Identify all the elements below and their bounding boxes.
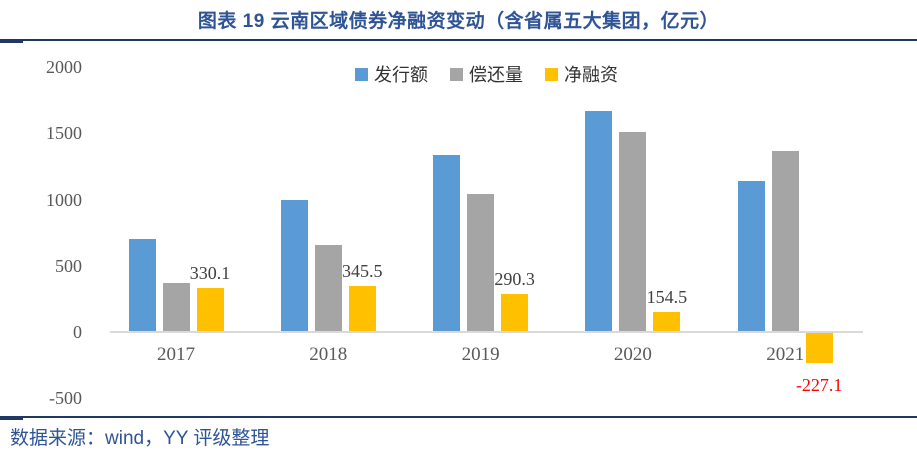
legend-swatch-net-financing xyxy=(545,67,558,81)
y-axis-tick-label: 0 xyxy=(73,322,82,342)
footer-divider-line xyxy=(0,416,917,418)
bar-repayment-2020 xyxy=(619,131,647,332)
bar-net-financing-2019 xyxy=(501,293,529,332)
legend-item-issuance: 发行额 xyxy=(355,61,428,87)
x-axis-label-2017: 2017 xyxy=(157,344,195,365)
bar-net-financing-2021 xyxy=(805,333,833,364)
legend-item-net-financing: 净融资 xyxy=(545,61,618,87)
legend-label-net-financing: 净融资 xyxy=(564,65,618,85)
y-axis-tick-label: 1500 xyxy=(46,123,82,144)
y-axis-tick-label: 1000 xyxy=(46,189,82,210)
bar-issuance-2019 xyxy=(433,155,461,332)
bar-issuance-2020 xyxy=(585,111,613,332)
data-label-net-financing-2018: 345.5 xyxy=(342,261,383,282)
legend-swatch-repayment xyxy=(450,67,463,81)
x-axis-label-2021: 2021 xyxy=(766,344,805,365)
figure-title: 图表 19 云南区域债券净融资变动（含省属五大集团，亿元） xyxy=(197,11,720,32)
bar-repayment-2019 xyxy=(467,193,495,332)
footer-divider xyxy=(0,416,917,420)
legend-label-repayment: 偿还量 xyxy=(469,65,523,85)
bar-issuance-2021 xyxy=(737,181,765,332)
legend-swatch-issuance xyxy=(355,67,368,81)
x-axis-label-2020: 2020 xyxy=(613,344,652,365)
bar-net-financing-2020 xyxy=(653,311,681,332)
bar-repayment-2018 xyxy=(314,245,342,332)
legend-item-repayment: 偿还量 xyxy=(450,61,523,87)
title-divider-accent xyxy=(0,39,23,43)
bar-net-financing-2017 xyxy=(196,288,224,332)
y-axis-tick-label: 500 xyxy=(55,255,82,276)
x-axis-label-2019: 2019 xyxy=(461,344,500,365)
y-axis-tick-label: 2000 xyxy=(46,57,82,77)
bar-issuance-2017 xyxy=(128,239,156,332)
bar-repayment-2021 xyxy=(771,151,799,332)
data-label-net-financing-2020: 154.5 xyxy=(646,286,688,307)
x-axis-line xyxy=(110,331,863,333)
title-divider xyxy=(0,39,917,43)
data-label-net-financing-2021: -227.1 xyxy=(795,375,843,396)
y-axis-tick-label: -500 xyxy=(49,388,82,409)
x-axis-label-2018: 2018 xyxy=(309,344,348,365)
data-source-note: 数据来源：wind，YY 评级整理 xyxy=(10,428,270,449)
data-label-net-financing-2017: 330.1 xyxy=(189,263,231,284)
legend-label-issuance: 发行额 xyxy=(374,65,428,85)
chart-legend: 发行额 偿还量 净融资 xyxy=(110,61,863,87)
footer-divider-accent xyxy=(0,416,23,420)
bar-net-financing-2018 xyxy=(348,286,376,332)
title-divider-line xyxy=(0,39,917,41)
bar-issuance-2018 xyxy=(280,199,308,332)
bar-repayment-2017 xyxy=(162,282,190,332)
data-label-net-financing-2019: 290.3 xyxy=(494,268,535,289)
